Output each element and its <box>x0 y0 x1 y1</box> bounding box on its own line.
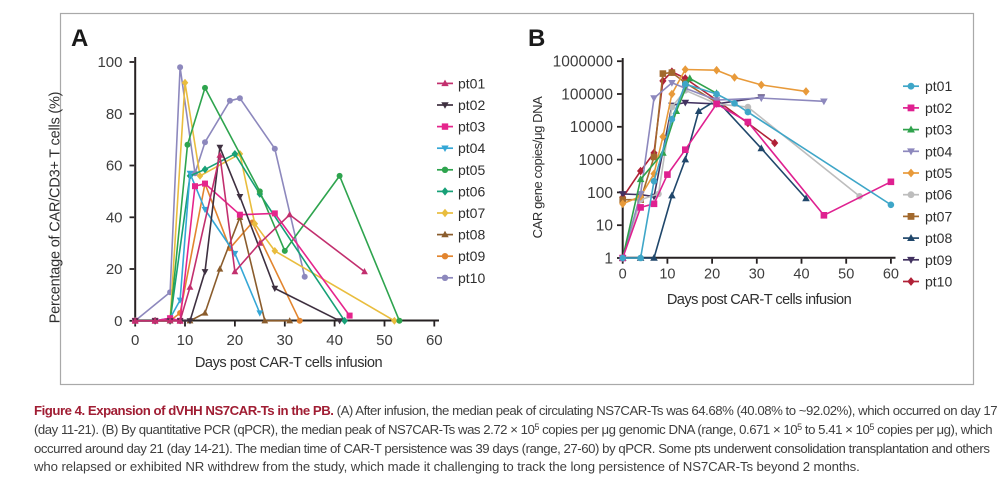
svg-text:1000000: 1000000 <box>553 54 614 71</box>
svg-text:pt07: pt07 <box>925 208 952 224</box>
svg-text:0: 0 <box>114 313 122 330</box>
svg-text:1000: 1000 <box>579 152 614 169</box>
svg-text:pt10: pt10 <box>925 274 952 290</box>
svg-text:100000: 100000 <box>561 86 613 103</box>
svg-text:Days post CAR-T cells infusion: Days post CAR-T cells infusion <box>667 292 852 308</box>
svg-text:100: 100 <box>587 185 613 202</box>
svg-text:pt08: pt08 <box>458 227 485 243</box>
svg-text:20: 20 <box>227 332 244 349</box>
svg-text:pt03: pt03 <box>458 119 485 135</box>
svg-text:pt05: pt05 <box>925 165 952 181</box>
svg-text:20: 20 <box>704 267 720 283</box>
svg-text:10: 10 <box>177 332 194 349</box>
svg-text:10: 10 <box>659 267 675 283</box>
svg-text:1: 1 <box>604 250 613 267</box>
svg-text:pt02: pt02 <box>458 97 485 113</box>
svg-text:0: 0 <box>619 267 627 283</box>
svg-text:80: 80 <box>106 106 123 123</box>
svg-text:A: A <box>71 25 88 52</box>
svg-text:pt09: pt09 <box>925 252 952 268</box>
svg-text:0: 0 <box>131 332 139 349</box>
svg-text:Percentage of CAR/CD3+ T cells: Percentage of CAR/CD3+ T cells (%) <box>48 92 64 324</box>
svg-text:30: 30 <box>276 332 293 349</box>
svg-text:pt04: pt04 <box>458 140 485 156</box>
svg-text:30: 30 <box>749 267 765 283</box>
svg-text:pt02: pt02 <box>925 100 952 116</box>
svg-text:pt01: pt01 <box>458 75 485 91</box>
svg-text:20: 20 <box>106 261 123 278</box>
svg-text:60: 60 <box>426 332 443 349</box>
svg-text:40: 40 <box>793 267 809 283</box>
svg-text:pt09: pt09 <box>458 248 485 264</box>
svg-text:CAR gene copies/μg DNA: CAR gene copies/μg DNA <box>530 96 545 238</box>
svg-text:pt03: pt03 <box>925 122 952 138</box>
svg-text:pt06: pt06 <box>925 187 952 203</box>
svg-text:Days post CAR-T cells infusion: Days post CAR-T cells infusion <box>195 355 383 371</box>
svg-text:pt04: pt04 <box>925 143 952 159</box>
svg-text:10: 10 <box>596 218 614 235</box>
svg-text:pt01: pt01 <box>925 78 952 94</box>
svg-text:B: B <box>528 25 545 52</box>
svg-text:100: 100 <box>97 54 122 71</box>
svg-text:60: 60 <box>883 267 899 283</box>
svg-text:pt08: pt08 <box>925 230 952 246</box>
svg-text:10000: 10000 <box>570 119 613 136</box>
svg-text:pt05: pt05 <box>458 162 485 178</box>
svg-text:pt07: pt07 <box>458 205 485 221</box>
svg-text:50: 50 <box>838 267 854 283</box>
svg-text:40: 40 <box>106 210 123 227</box>
svg-text:40: 40 <box>326 332 343 349</box>
svg-text:pt06: pt06 <box>458 183 485 199</box>
svg-text:pt10: pt10 <box>458 270 485 286</box>
svg-text:60: 60 <box>106 158 123 175</box>
svg-text:50: 50 <box>376 332 393 349</box>
